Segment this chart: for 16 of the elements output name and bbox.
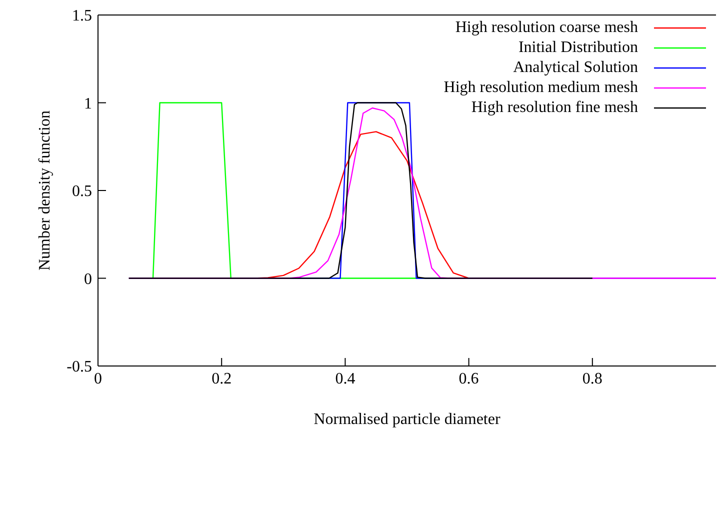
legend-label: Analytical Solution [513, 58, 638, 78]
y-tick-label: -0.5 [66, 358, 92, 376]
x-tick-label: 0.4 [335, 370, 356, 388]
y-tick-label: 0 [84, 270, 92, 288]
y-axis-title: Number density function [36, 110, 54, 270]
x-tick-label: 0.8 [582, 370, 602, 388]
x-tick-label: 0.2 [212, 370, 232, 388]
y-tick-label: 0.5 [72, 183, 92, 200]
legend-label: High resolution coarse mesh [455, 18, 638, 38]
legend-label: Initial Distribution [518, 38, 638, 58]
x-axis-title: Normalised particle diameter [314, 411, 501, 428]
x-tick-label: 0.6 [458, 370, 479, 388]
legend-label: High resolution medium mesh [444, 78, 638, 98]
y-tick-label: 1 [84, 95, 92, 112]
y-tick-label: 1.5 [72, 8, 92, 25]
legend-label: High resolution fine mesh [471, 98, 638, 118]
